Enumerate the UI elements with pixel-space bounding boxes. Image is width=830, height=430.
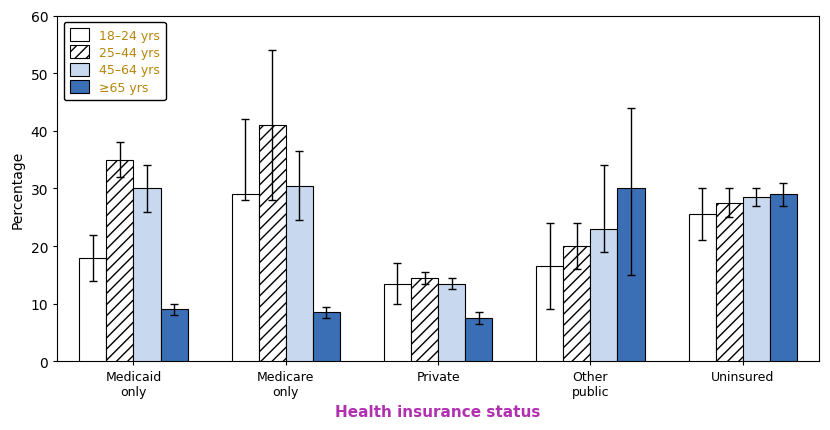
Bar	[438, 284, 465, 362]
Bar	[134, 189, 160, 362]
X-axis label: Health insurance status: Health insurance status	[335, 404, 541, 419]
Bar	[286, 186, 313, 362]
Bar	[536, 267, 564, 362]
Bar	[564, 246, 590, 362]
Bar	[80, 258, 106, 362]
Bar	[689, 215, 715, 362]
Bar	[313, 313, 340, 362]
Bar	[465, 318, 492, 362]
Bar	[743, 198, 769, 362]
Bar	[715, 203, 743, 362]
Bar	[232, 195, 259, 362]
Legend: 18–24 yrs, 25–44 yrs, 45–64 yrs, ≥65 yrs: 18–24 yrs, 25–44 yrs, 45–64 yrs, ≥65 yrs	[64, 23, 166, 101]
Bar	[411, 278, 438, 362]
Bar	[618, 189, 645, 362]
Y-axis label: Percentage: Percentage	[11, 150, 25, 228]
Bar	[106, 160, 134, 362]
Bar	[160, 310, 188, 362]
Bar	[259, 126, 286, 362]
Bar	[769, 195, 797, 362]
Bar	[590, 229, 618, 362]
Bar	[384, 284, 411, 362]
